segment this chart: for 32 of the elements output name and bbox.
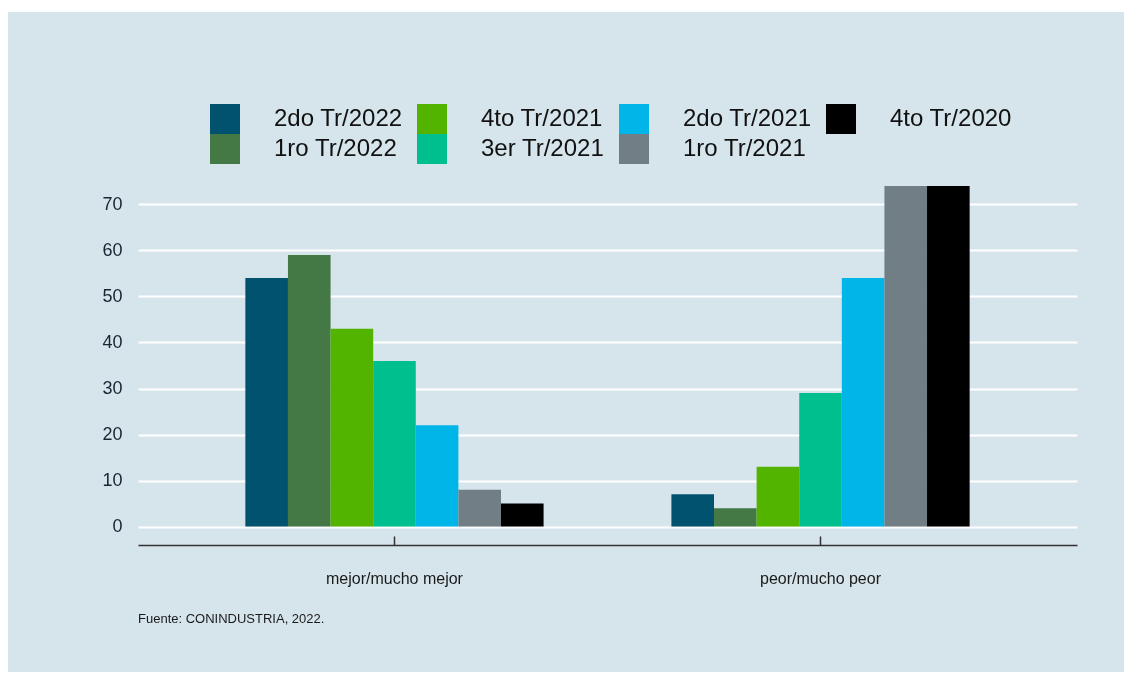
legend-label: 2do Tr/2022 <box>274 104 403 131</box>
bar <box>330 328 374 527</box>
y-tick-label: 40 <box>102 331 123 352</box>
bar <box>841 278 885 527</box>
legend-label: 1ro Tr/2022 <box>274 134 397 161</box>
bar <box>458 489 501 527</box>
bar <box>884 186 928 527</box>
bar <box>373 360 416 527</box>
y-tick-label: 60 <box>102 239 123 260</box>
bar <box>500 503 544 527</box>
legend-label: 3er Tr/2021 <box>481 134 604 161</box>
y-tick-label: 0 <box>112 516 123 537</box>
x-tick-label: mejor/mucho mejor <box>326 569 464 587</box>
legend-label: 1ro Tr/2021 <box>683 134 806 161</box>
bar <box>714 508 757 527</box>
legend-label: 4to Tr/2021 <box>481 104 603 131</box>
legend-label: 2do Tr/2021 <box>683 104 812 131</box>
bar <box>756 466 800 527</box>
x-tick-label: peor/mucho peor <box>760 569 882 587</box>
bar <box>799 393 842 527</box>
bar <box>287 255 331 527</box>
bar <box>671 494 715 527</box>
bar <box>927 186 970 527</box>
y-tick-label: 30 <box>102 378 123 399</box>
y-tick-label: 10 <box>102 470 123 491</box>
y-tick-label: 20 <box>102 424 123 445</box>
bar <box>245 278 288 527</box>
y-tick-label: 70 <box>102 193 123 214</box>
y-tick-label: 50 <box>102 285 123 306</box>
bar <box>415 425 459 527</box>
source-note: Fuente: CONINDUSTRIA, 2022. <box>138 611 325 626</box>
legend-label: 4to Tr/2020 <box>890 104 1012 131</box>
